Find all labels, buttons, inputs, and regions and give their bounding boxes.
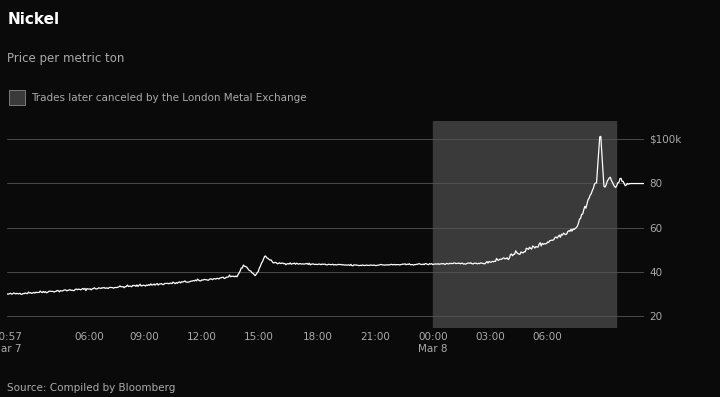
Bar — [433, 121, 616, 328]
Text: Trades later canceled by the London Metal Exchange: Trades later canceled by the London Meta… — [31, 93, 307, 103]
Text: Nickel: Nickel — [7, 12, 59, 27]
Text: Source: Compiled by Bloomberg: Source: Compiled by Bloomberg — [7, 383, 176, 393]
Text: Price per metric ton: Price per metric ton — [7, 52, 125, 65]
